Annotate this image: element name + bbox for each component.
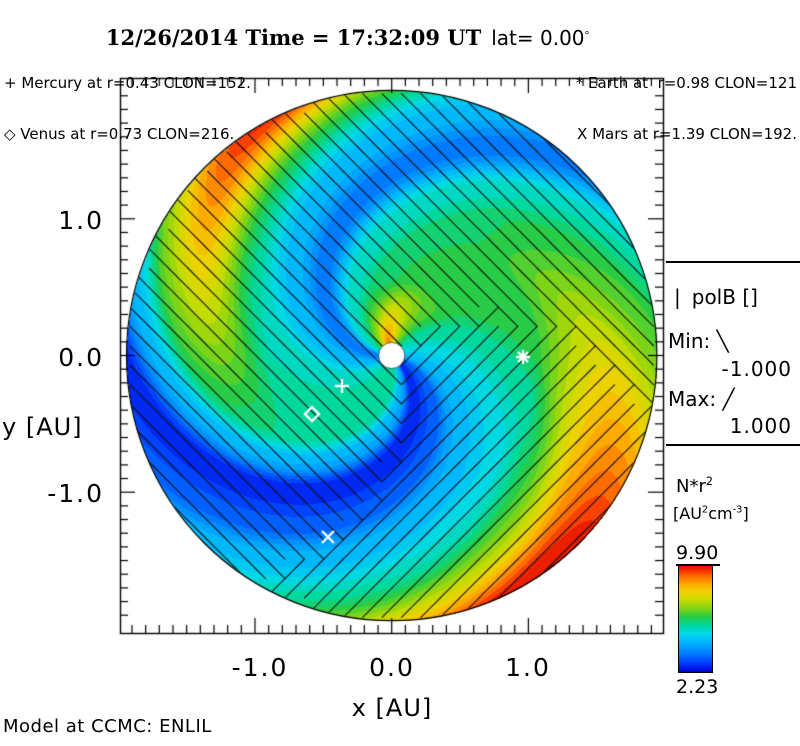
title-datetime: 12/26/2014 Time = 17:32:09 UT	[105, 25, 482, 50]
planet-legend-left: + Mercury at r=0.43 CLON=152. ◇ Venus at…	[4, 41, 251, 177]
polb-min-value: -1.000	[721, 357, 792, 381]
planet-legend-mercury: + Mercury at r=0.43 CLON=152.	[4, 74, 251, 92]
polb-min-row: Min: ╲	[668, 329, 729, 353]
positive-hatch-icon: ╱	[722, 387, 735, 411]
polb-title-row: | polB []	[674, 285, 758, 309]
planet-legend-venus: ◇ Venus at r=0.73 CLON=216.	[4, 125, 235, 143]
colorbar-min-label: 2.23	[676, 676, 719, 698]
y-tick-label: -1.0	[47, 479, 104, 508]
x-tick-label: -1.0	[231, 653, 289, 682]
polb-max-row: Max: ╱	[668, 387, 735, 411]
density-units-label: [AU2cm-3]	[673, 504, 749, 523]
title-latitude: lat= 0.00	[491, 26, 585, 50]
negative-hatch-icon: ╲	[716, 329, 729, 353]
polb-min-label: Min:	[668, 329, 711, 353]
density-quantity-label: N*r2	[676, 475, 713, 497]
planet-legend-earth: * Earth at r=0.98 CLON=121	[575, 74, 797, 92]
planet-legend-right: * Earth at r=0.98 CLON=121 X Mars at r=1…	[576, 41, 797, 177]
x-tick-label: 0.0	[369, 653, 415, 682]
x-tick-label: 1.0	[505, 653, 551, 682]
y-axis-label: y [AU]	[2, 413, 83, 441]
colorbar-gradient	[678, 565, 713, 673]
polb-max-value: 1.000	[729, 414, 792, 438]
degree-symbol: °	[584, 30, 590, 42]
polb-max-label: Max:	[668, 387, 717, 411]
polb-legend-box: | polB [] Min: ╲ -1.000 Max: ╱ 1.000	[666, 261, 800, 446]
footer-model-label: Model at CCMC: ENLIL	[3, 716, 212, 737]
planet-legend-mars: X Mars at r=1.39 CLON=192.	[577, 125, 797, 143]
y-tick-label: 0.0	[58, 343, 104, 372]
page-title: 12/26/2014 Time = 17:32:09 UT lat= 0.00°	[0, 6, 675, 69]
x-axis-label: x [AU]	[351, 694, 433, 722]
polb-marker-icon: |	[674, 285, 681, 309]
y-tick-label: 1.0	[58, 206, 104, 235]
polb-title: polB []	[691, 285, 758, 309]
colorbar-max-label: 9.90	[676, 542, 721, 566]
